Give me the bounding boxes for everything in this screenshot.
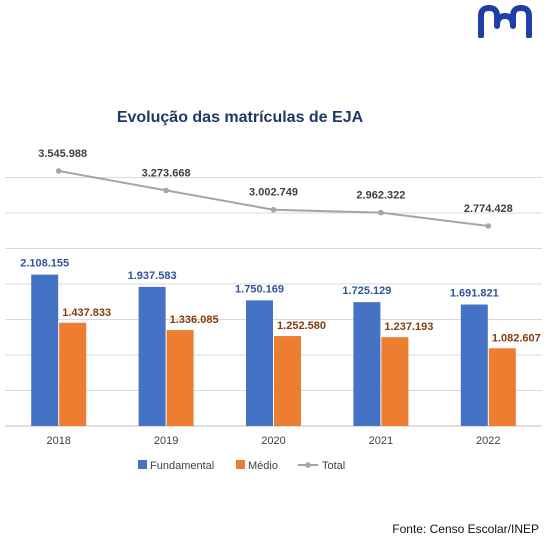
brand-logo	[478, 5, 532, 38]
bar-fundamental-2021	[353, 302, 381, 426]
bar-médio-2020	[274, 336, 301, 426]
total-point-2019	[163, 187, 169, 194]
data-label-fundamental-2020: 1.750.169	[235, 283, 284, 295]
legend-label-médio: Médio	[248, 460, 278, 472]
bar-fundamental-2020	[246, 300, 273, 426]
legend-label-fundamental: Fundamental	[150, 460, 214, 472]
data-label-total-2018: 3.545.988	[38, 148, 87, 160]
legend-label-total: Total	[322, 460, 345, 472]
total-point-2020	[270, 206, 277, 213]
legend: Fundamental Médio Total	[138, 460, 345, 472]
data-label-médio-2019: 1.336.085	[170, 314, 219, 326]
total-point-2022	[485, 223, 492, 229]
data-label-fundamental-2018: 2.108.155	[20, 258, 69, 270]
data-label-médio-2020: 1.252.580	[277, 320, 326, 332]
data-labels-group: 2.108.155 1.437.833 1.937.583 1.336.085 1.75…	[20, 148, 541, 344]
bar-médio-2019	[166, 330, 194, 426]
bar-fundamental-2022	[460, 304, 488, 426]
source-note: Fonte: Censo Escolar/INEP	[392, 522, 539, 536]
data-label-fundamental-2022: 1.691.821	[450, 288, 499, 300]
data-label-total-2019: 3.273.668	[142, 167, 191, 179]
data-label-total-2021: 2.962.322	[356, 190, 405, 202]
x-axis-ticks: 2018 2019 2020 2021 2022	[46, 435, 500, 447]
legend-swatch-médio	[236, 460, 245, 469]
x-tick-label-2022: 2022	[476, 435, 500, 447]
data-label-fundamental-2019: 1.937.583	[128, 270, 177, 282]
data-label-médio-2022: 1.082.607	[492, 332, 541, 344]
chart-title: Evolução das matrículas de EJA	[117, 109, 364, 126]
legend-swatch-fundamental	[138, 460, 147, 469]
x-tick-label-2020: 2020	[261, 435, 285, 447]
data-label-médio-2021: 1.237.193	[384, 321, 433, 333]
legend-marker-total	[305, 462, 311, 468]
bar-fundamental-2018	[31, 274, 59, 426]
grid-lines	[5, 177, 542, 427]
data-label-fundamental-2021: 1.725.129	[342, 285, 391, 297]
data-label-total-2020: 3.002.749	[249, 187, 298, 199]
bar-médio-2018	[59, 322, 87, 426]
data-label-médio-2018: 1.437.833	[62, 307, 111, 319]
total-point-2021	[378, 209, 384, 216]
bar-fundamental-2019	[138, 286, 166, 426]
bars-group	[31, 274, 516, 426]
total-line-group	[55, 168, 492, 229]
x-tick-label-2021: 2021	[369, 435, 393, 447]
x-tick-label-2018: 2018	[46, 435, 70, 447]
bar-médio-2022	[488, 348, 516, 426]
total-point-2018	[55, 168, 62, 174]
x-tick-label-2019: 2019	[154, 435, 178, 447]
data-label-total-2022: 2.774.428	[464, 203, 513, 215]
bar-médio-2021	[381, 337, 409, 426]
